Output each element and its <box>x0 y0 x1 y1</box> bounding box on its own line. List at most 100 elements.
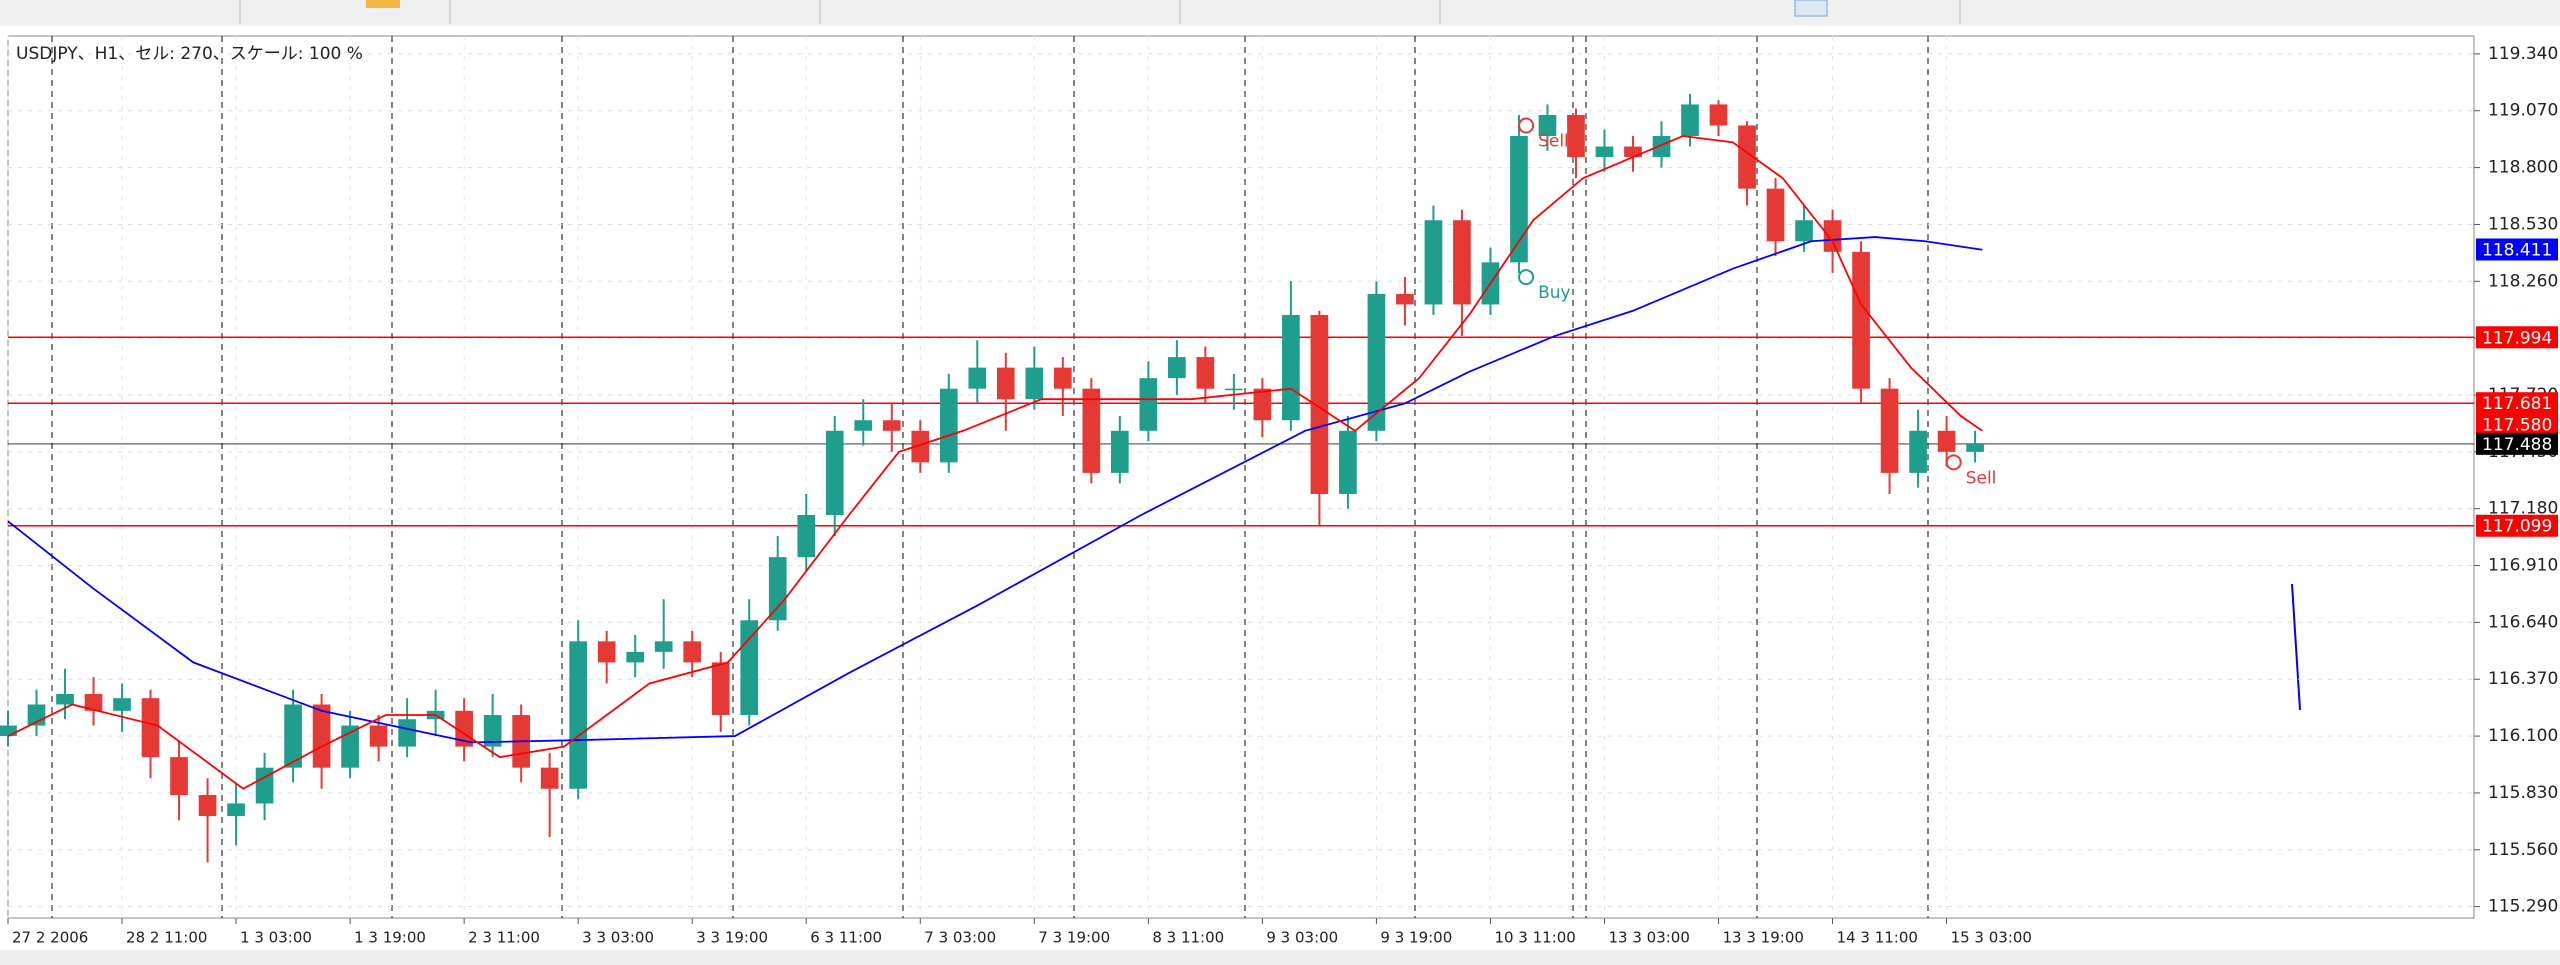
price-label-box <box>2476 432 2558 455</box>
candle-body <box>711 662 730 716</box>
price-label: 117.681 <box>2482 394 2552 414</box>
x-tick-label: 3 3 19:00 <box>696 929 768 947</box>
y-tick-label: 116.910 <box>2488 556 2558 576</box>
candle-body <box>1681 104 1699 137</box>
y-tick-label: 118.800 <box>2488 158 2558 178</box>
y-tick-label: 115.290 <box>2488 897 2558 917</box>
x-tick-label: 13 3 19:00 <box>1723 929 1804 947</box>
candle-body <box>1738 125 1756 189</box>
candle-body <box>1567 114 1585 158</box>
trade-label: Buy <box>1538 283 1571 303</box>
y-tick-label: 117.180 <box>2488 499 2558 519</box>
candle-body <box>1880 388 1899 473</box>
candle-body <box>1424 220 1443 305</box>
toolbar-icon[interactable] <box>366 0 400 8</box>
y-tick-label: 116.640 <box>2488 612 2558 632</box>
moving-average <box>7 236 1983 744</box>
y-tick-label: 116.370 <box>2488 669 2558 689</box>
candle-body <box>1339 430 1357 494</box>
price-label-box <box>2476 392 2558 415</box>
x-tick-label: 7 3 03:00 <box>924 929 996 947</box>
candle-body <box>483 715 502 747</box>
candle-body <box>1168 357 1186 379</box>
price-label-box <box>2476 326 2558 349</box>
candle-body <box>597 641 616 663</box>
trade-marker <box>1518 269 1535 286</box>
plot-area <box>7 35 2475 919</box>
candle-body <box>1253 388 1272 421</box>
x-tick-label: 9 3 19:00 <box>1380 929 1452 947</box>
y-tick-label: 115.830 <box>2488 783 2558 803</box>
toolbar-button[interactable] <box>1794 0 1828 17</box>
x-tick-label: 14 3 11:00 <box>1837 929 1918 947</box>
candle-body <box>882 420 901 431</box>
price-label-box <box>2476 238 2558 261</box>
candle-body <box>626 651 645 663</box>
toolbar <box>0 0 2560 26</box>
candle-body <box>1795 220 1813 242</box>
price-label: 117.580 <box>2482 415 2552 435</box>
candle-body <box>198 795 217 817</box>
candle-body <box>1538 114 1557 137</box>
candle-body <box>1766 188 1785 242</box>
candle-body <box>1453 220 1471 305</box>
x-tick-label: 9 3 03:00 <box>1266 929 1338 947</box>
candle-body <box>1139 378 1158 431</box>
price-label: 117.488 <box>2482 435 2552 455</box>
candle-body <box>255 767 274 804</box>
x-tick-label: 6 3 11:00 <box>810 929 882 947</box>
candle-body <box>1196 357 1215 389</box>
candle-body <box>1367 293 1386 431</box>
x-tick-label: 10 3 11:00 <box>1494 929 1575 947</box>
candle-body <box>84 693 103 711</box>
x-tick-label: 7 3 19:00 <box>1038 929 1110 947</box>
y-tick-label: 115.560 <box>2488 840 2558 860</box>
candle-body <box>683 641 702 663</box>
candle-body <box>141 698 160 758</box>
candle-body <box>768 557 787 621</box>
x-tick-label: 1 3 19:00 <box>354 929 426 947</box>
candle-body <box>825 430 844 516</box>
period-separators <box>51 36 1929 918</box>
candle-body <box>398 719 416 747</box>
candle-body <box>1282 314 1300 421</box>
trade-marker <box>1518 117 1535 134</box>
candle-body <box>740 620 759 716</box>
candle-body <box>1823 220 1842 252</box>
candle-body <box>1966 443 1984 452</box>
price-label-box <box>2476 413 2558 436</box>
x-tick-label: 15 3 03:00 <box>1951 929 2032 947</box>
drawn-line <box>2291 583 2301 711</box>
candle-body <box>540 767 559 789</box>
moving-average <box>7 135 1983 790</box>
candle-body <box>284 704 302 768</box>
x-tick-label: 27 2 2006 <box>12 929 88 947</box>
candle-body <box>1909 430 1927 473</box>
candle-body <box>1510 136 1528 263</box>
x-tick-label: 28 2 11:00 <box>126 929 207 947</box>
x-tick-label: 3 3 03:00 <box>582 929 654 947</box>
price-label-box <box>2476 514 2558 537</box>
candle-body <box>654 641 673 652</box>
candle-body <box>1310 314 1329 494</box>
x-tick-label: 1 3 03:00 <box>240 929 312 947</box>
candle-body <box>113 698 131 711</box>
y-tick-label: 118.530 <box>2488 214 2558 234</box>
trade-label: Sell <box>1538 131 1569 151</box>
chart-title: USDJPY、H1、セル: 270、スケール: 100 % <box>16 44 363 64</box>
x-tick-label: 8 3 11:00 <box>1152 929 1224 947</box>
candle-body <box>968 367 987 389</box>
y-tick-label: 118.260 <box>2488 271 2558 291</box>
candle-body <box>1624 146 1642 158</box>
candle-body <box>1111 430 1129 473</box>
candle-body <box>170 757 188 796</box>
candle-body <box>939 388 958 463</box>
candle-body <box>1396 293 1414 305</box>
candle-body <box>1652 136 1671 158</box>
price-label: 117.994 <box>2482 328 2552 348</box>
x-tick-label: 2 3 11:00 <box>468 929 540 947</box>
x-tick-label: 13 3 03:00 <box>1608 929 1689 947</box>
candle-body <box>797 515 816 558</box>
trade-label: Sell <box>1966 468 1997 488</box>
